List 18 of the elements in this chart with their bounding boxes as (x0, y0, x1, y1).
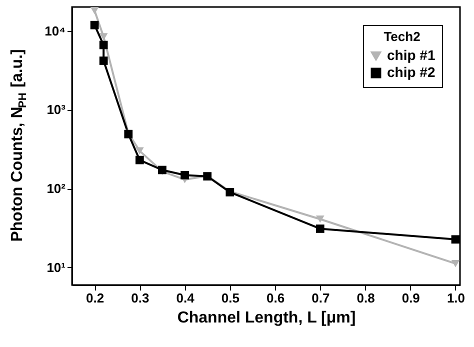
x-tick-label: 0.8 (356, 290, 375, 306)
x-axis-title: Channel Length, L [μm] (177, 310, 356, 326)
legend-label: chip #1 (387, 47, 436, 63)
y-tick-label: 10² (46, 181, 66, 196)
x-tick-label: 0.6 (266, 290, 285, 306)
x-tick-label: 0.7 (312, 290, 330, 306)
x-tick-label: 0.3 (131, 290, 150, 306)
y-axis-title: Photon Counts, NPH [a.u.] (9, 49, 29, 242)
x-tick-label: 0.4 (176, 290, 196, 306)
y-tick-label: 10³ (46, 102, 66, 118)
x-tick-label: 1.0 (446, 290, 466, 306)
x-tick-label: 0.9 (402, 290, 420, 306)
x-tick-label: 0.5 (221, 290, 240, 306)
legend-label: chip #2 (387, 64, 436, 80)
x-tick-label: 0.2 (86, 290, 104, 306)
y-tick-label: 10⁴ (44, 23, 66, 38)
y-tick-label: 10¹ (46, 260, 66, 275)
legend-title: Tech2 (384, 29, 420, 44)
